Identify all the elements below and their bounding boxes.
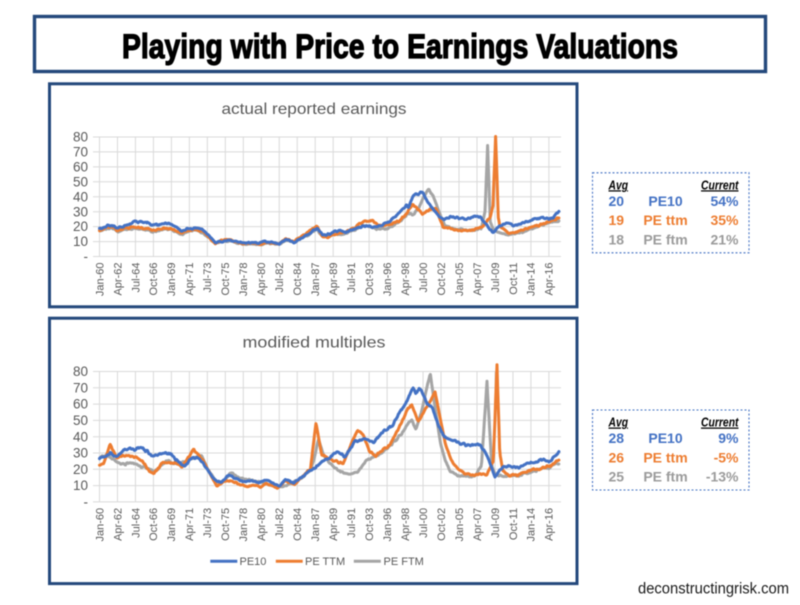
svg-text:-5%: -5% xyxy=(714,449,739,465)
svg-text:Oct-11: Oct-11 xyxy=(508,263,520,295)
svg-text:Jul-00: Jul-00 xyxy=(418,508,430,538)
svg-text:Apr-07: Apr-07 xyxy=(472,263,484,296)
svg-text:PE TTM: PE TTM xyxy=(305,556,345,568)
svg-text:Jan-69: Jan-69 xyxy=(166,263,178,297)
svg-text:deconstructingrisk.com: deconstructingrisk.com xyxy=(638,581,789,598)
svg-text:Jan-05: Jan-05 xyxy=(454,263,466,297)
svg-text:-: - xyxy=(84,249,89,264)
svg-text:Current: Current xyxy=(701,178,739,192)
svg-text:PE ttm: PE ttm xyxy=(643,212,687,228)
svg-text:Jan-60: Jan-60 xyxy=(94,263,106,297)
svg-text:20: 20 xyxy=(73,219,88,234)
svg-text:20: 20 xyxy=(609,193,625,209)
svg-text:Oct-75: Oct-75 xyxy=(220,508,232,541)
svg-text:Oct-02: Oct-02 xyxy=(436,263,448,296)
svg-text:28: 28 xyxy=(609,430,625,446)
svg-text:80: 80 xyxy=(73,130,88,145)
svg-text:10: 10 xyxy=(73,234,88,249)
svg-text:30: 30 xyxy=(73,204,88,219)
svg-text:19: 19 xyxy=(609,212,625,228)
svg-text:Jan-69: Jan-69 xyxy=(166,508,178,542)
svg-text:Apr-89: Apr-89 xyxy=(328,263,340,296)
svg-text:60: 60 xyxy=(73,160,88,175)
svg-text:50: 50 xyxy=(73,413,88,428)
svg-text:26: 26 xyxy=(609,449,625,465)
svg-text:Jan-78: Jan-78 xyxy=(238,263,250,297)
svg-text:Apr-89: Apr-89 xyxy=(328,508,340,541)
svg-text:Apr-98: Apr-98 xyxy=(400,263,412,296)
svg-text:PE ttm: PE ttm xyxy=(643,449,687,465)
svg-text:60: 60 xyxy=(73,397,88,412)
svg-text:Playing with Price to Earnings: Playing with Price to Earnings Valuation… xyxy=(122,28,678,66)
svg-text:Jul-82: Jul-82 xyxy=(274,508,286,538)
svg-text:70: 70 xyxy=(73,145,88,160)
svg-text:Oct-02: Oct-02 xyxy=(436,508,448,541)
svg-text:Oct-75: Oct-75 xyxy=(220,263,232,296)
svg-text:21%: 21% xyxy=(710,231,739,247)
svg-text:Jul-73: Jul-73 xyxy=(202,508,214,538)
svg-text:PE ftm: PE ftm xyxy=(643,469,687,485)
svg-text:Oct-66: Oct-66 xyxy=(148,263,160,296)
svg-text:35%: 35% xyxy=(710,212,739,228)
svg-text:Jul-82: Jul-82 xyxy=(274,263,286,293)
svg-text:PE10: PE10 xyxy=(648,430,682,446)
svg-text:-: - xyxy=(84,495,89,510)
svg-text:Jan-87: Jan-87 xyxy=(310,508,322,542)
svg-text:Oct-11: Oct-11 xyxy=(508,508,520,540)
svg-text:40: 40 xyxy=(73,189,88,204)
svg-text:40: 40 xyxy=(73,429,88,444)
svg-text:Jan-78: Jan-78 xyxy=(238,508,250,542)
svg-text:Jan-14: Jan-14 xyxy=(526,263,538,297)
svg-text:Jan-14: Jan-14 xyxy=(526,508,538,542)
svg-text:PE ftm: PE ftm xyxy=(643,231,687,247)
svg-text:modified multiples: modified multiples xyxy=(243,335,386,352)
svg-text:Avg: Avg xyxy=(608,178,629,192)
svg-text:Apr-16: Apr-16 xyxy=(544,263,556,296)
svg-text:actual reported earnings: actual reported earnings xyxy=(222,101,407,118)
svg-text:50: 50 xyxy=(73,174,88,189)
svg-text:PE10: PE10 xyxy=(240,556,267,568)
svg-text:Apr-80: Apr-80 xyxy=(256,263,268,296)
svg-text:10: 10 xyxy=(73,478,88,493)
svg-text:Oct-84: Oct-84 xyxy=(292,263,304,296)
svg-text:Jul-91: Jul-91 xyxy=(346,508,358,538)
svg-text:PE10: PE10 xyxy=(648,193,682,209)
svg-text:20: 20 xyxy=(73,462,88,477)
svg-text:Current: Current xyxy=(701,416,739,430)
svg-text:Apr-16: Apr-16 xyxy=(544,508,556,541)
svg-text:Jul-91: Jul-91 xyxy=(346,263,358,293)
svg-text:Apr-62: Apr-62 xyxy=(112,508,124,541)
svg-text:Jul-64: Jul-64 xyxy=(130,263,142,293)
svg-text:Jan-60: Jan-60 xyxy=(94,508,106,542)
svg-text:Jan-05: Jan-05 xyxy=(454,508,466,542)
svg-text:Apr-07: Apr-07 xyxy=(472,508,484,541)
svg-text:Apr-71: Apr-71 xyxy=(184,508,196,541)
svg-text:Jan-87: Jan-87 xyxy=(310,263,322,297)
svg-text:Apr-62: Apr-62 xyxy=(112,263,124,296)
svg-text:70: 70 xyxy=(73,380,88,395)
svg-text:PE FTM: PE FTM xyxy=(384,556,424,568)
svg-text:9%: 9% xyxy=(718,430,739,446)
svg-text:Apr-98: Apr-98 xyxy=(400,508,412,541)
svg-text:Apr-80: Apr-80 xyxy=(256,508,268,541)
svg-text:Oct-93: Oct-93 xyxy=(364,508,376,541)
svg-text:Oct-66: Oct-66 xyxy=(148,508,160,541)
svg-text:-13%: -13% xyxy=(706,469,739,485)
svg-text:25: 25 xyxy=(609,469,625,485)
svg-text:Jan-96: Jan-96 xyxy=(382,508,394,542)
svg-text:Jul-73: Jul-73 xyxy=(202,263,214,293)
svg-text:Apr-71: Apr-71 xyxy=(184,263,196,296)
svg-text:Jul-09: Jul-09 xyxy=(490,508,502,538)
svg-text:Avg: Avg xyxy=(608,416,629,430)
svg-text:Jul-64: Jul-64 xyxy=(130,508,142,538)
svg-text:Oct-93: Oct-93 xyxy=(364,263,376,296)
svg-text:30: 30 xyxy=(73,446,88,461)
svg-text:Jul-00: Jul-00 xyxy=(418,263,430,293)
svg-text:Jul-09: Jul-09 xyxy=(490,263,502,293)
svg-text:Jan-96: Jan-96 xyxy=(382,263,394,297)
svg-text:Oct-84: Oct-84 xyxy=(292,508,304,541)
svg-text:18: 18 xyxy=(609,231,625,247)
svg-text:80: 80 xyxy=(73,364,88,379)
svg-text:54%: 54% xyxy=(710,193,739,209)
